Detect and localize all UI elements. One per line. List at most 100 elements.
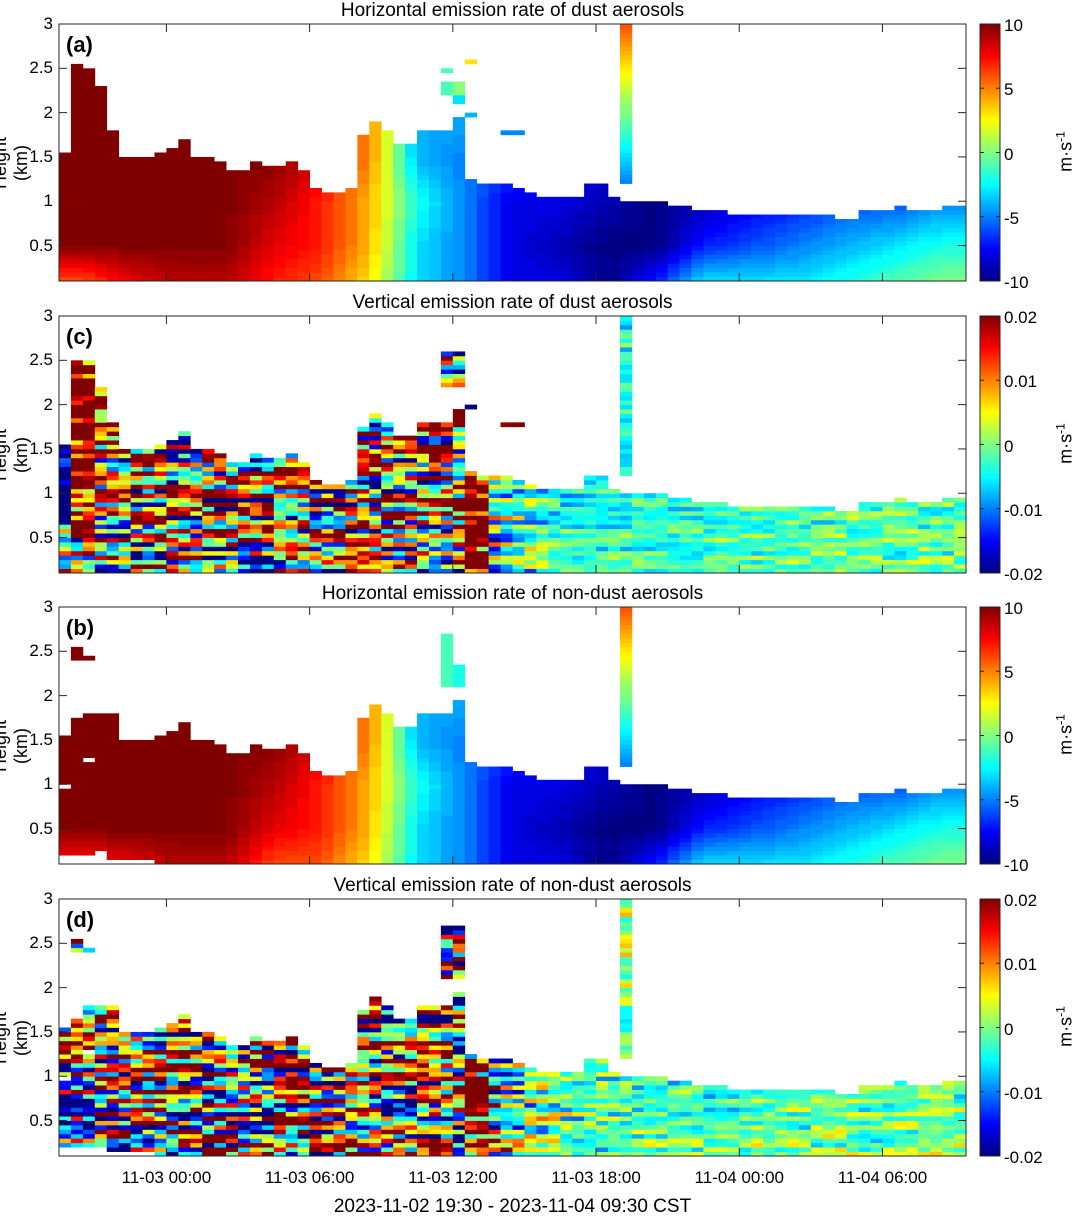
heatmap-cell <box>59 1089 72 1095</box>
heatmap-cell <box>417 1058 430 1064</box>
heatmap-cell <box>476 1116 490 1121</box>
heatmap-cell <box>954 1142 967 1148</box>
heatmap-cell <box>536 784 549 803</box>
heatmap-cell <box>822 559 836 565</box>
heatmap-cell <box>643 855 657 860</box>
heatmap-cell <box>500 1120 513 1126</box>
heatmap-cell <box>130 479 143 485</box>
heatmap-cell <box>894 832 907 843</box>
heatmap-cell <box>703 559 716 569</box>
heatmap-cell <box>238 1076 251 1082</box>
heatmap-cell <box>428 1062 442 1068</box>
heatmap-cell <box>954 850 967 860</box>
heatmap-cell <box>536 1124 549 1130</box>
heatmap-cell <box>118 533 131 538</box>
heatmap-cell <box>727 241 740 246</box>
heatmap-cell <box>297 775 311 798</box>
heatmap-cell <box>715 502 728 507</box>
heatmap-cell <box>834 546 848 552</box>
heatmap-cell <box>309 546 322 552</box>
heatmap-cell <box>417 210 430 229</box>
heatmap-cell <box>142 1098 155 1104</box>
heatmap-cell <box>512 1129 525 1135</box>
heatmap-cell <box>894 788 907 794</box>
heatmap-cell <box>82 828 96 834</box>
heatmap-cell <box>118 546 131 552</box>
heatmap-cell <box>249 744 263 754</box>
heatmap-cell <box>560 254 573 269</box>
heatmap-cell <box>488 515 501 521</box>
heatmap-cell <box>548 855 561 865</box>
heatmap-cell <box>954 218 967 224</box>
heatmap-cell <box>512 497 525 503</box>
heatmap-cell <box>440 369 454 374</box>
heatmap-cell <box>106 431 120 437</box>
heatmap-cell <box>619 673 633 679</box>
heatmap-cell <box>381 801 394 834</box>
heatmap-cell <box>930 793 943 798</box>
heatmap-cell <box>930 801 943 807</box>
heatmap-cell <box>238 471 251 476</box>
heatmap-cell <box>166 471 179 476</box>
heatmap-cell <box>333 559 346 565</box>
y-tick-label: 1.5 <box>29 729 53 749</box>
heatmap-cell <box>488 1089 501 1095</box>
heatmap-cell <box>214 457 227 468</box>
heatmap-cell <box>321 528 334 534</box>
heatmap-cell <box>214 541 227 547</box>
heatmap-cell <box>130 837 143 843</box>
y-axis-label: Height (km) <box>0 136 31 190</box>
heatmap-cell <box>512 484 525 490</box>
heatmap-cell <box>810 1098 824 1104</box>
heatmap-cell <box>82 254 96 260</box>
heatmap-cell <box>560 497 573 503</box>
heatmap-cell <box>106 462 120 468</box>
heatmap-cell <box>619 139 633 145</box>
heatmap-cell <box>798 810 812 816</box>
heatmap-cell <box>214 1036 227 1042</box>
heatmap-cell <box>954 824 967 829</box>
heatmap-cell <box>94 1071 108 1077</box>
heatmap-cell <box>488 528 501 534</box>
heatmap-cell <box>643 1111 657 1117</box>
heatmap-cell <box>942 564 955 569</box>
heatmap-cell <box>309 484 322 490</box>
heatmap-cell <box>333 1138 346 1144</box>
heatmap-cell <box>178 453 191 459</box>
heatmap-cell <box>142 1040 155 1046</box>
heatmap-cell <box>655 497 669 503</box>
heatmap-cell <box>261 165 275 180</box>
heatmap-cell <box>381 1129 394 1135</box>
heatmap-cell <box>393 479 406 485</box>
heatmap-cell <box>369 488 382 494</box>
heatmap-cell <box>393 174 406 189</box>
heatmap-cell <box>607 236 621 260</box>
heatmap-cell <box>775 806 788 816</box>
heatmap-cell <box>226 1124 239 1130</box>
heatmap-cell <box>393 568 406 574</box>
heatmap-cell <box>607 510 621 516</box>
heatmap-cell <box>261 1120 275 1126</box>
heatmap-cell <box>954 1111 967 1121</box>
heatmap-cell <box>59 541 72 547</box>
heatmap-cell <box>882 828 895 834</box>
heatmap-cell <box>786 245 800 251</box>
heatmap-cell <box>536 241 549 251</box>
heatmap-cell <box>297 192 311 215</box>
heatmap-cell <box>202 1089 215 1095</box>
heatmap-cell <box>619 68 633 74</box>
heatmap-cell <box>417 227 430 242</box>
heatmap-cell <box>59 462 72 468</box>
heatmap-cell <box>894 227 907 233</box>
heatmap-cell <box>846 1116 859 1121</box>
heatmap-cell <box>321 541 334 547</box>
heatmap-cell <box>178 263 191 273</box>
heatmap-cell <box>619 713 633 719</box>
heatmap-cell <box>226 471 239 476</box>
heatmap-cell <box>691 210 704 215</box>
heatmap-cell <box>607 550 621 556</box>
heatmap-cell <box>536 510 549 516</box>
heatmap-cell <box>822 245 836 251</box>
heatmap-cell <box>297 515 311 521</box>
heatmap-cell <box>906 519 919 525</box>
